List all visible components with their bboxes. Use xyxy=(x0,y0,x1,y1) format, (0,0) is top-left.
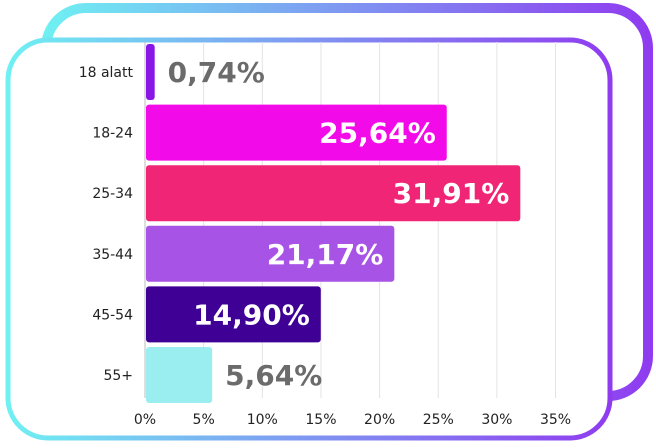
bar xyxy=(146,104,447,161)
x-tick-label: 5% xyxy=(193,412,215,428)
category-label: 18 alatt xyxy=(79,65,134,81)
value-label: 21,17% xyxy=(267,238,384,271)
value-label: 0,74% xyxy=(168,56,265,89)
value-label: 14,90% xyxy=(193,298,310,331)
x-tick-labels: 0% 5% 10% 15% 20% 25% 30% 35% xyxy=(134,412,571,428)
category-label: 18-24 xyxy=(92,126,133,142)
x-tick-label: 0% xyxy=(134,412,156,428)
bar xyxy=(146,165,521,222)
bar xyxy=(146,225,395,282)
x-tick-label: 35% xyxy=(540,412,571,428)
value-labels: 0,74% 25,64% 31,91% 21,17% 14,90% 5,64% xyxy=(168,56,510,392)
bar xyxy=(146,286,321,343)
value-label: 25,64% xyxy=(319,117,436,150)
category-label: 35-44 xyxy=(92,247,133,263)
bars xyxy=(146,44,521,403)
x-tick-label: 25% xyxy=(423,412,454,428)
x-tick-label: 20% xyxy=(364,412,395,428)
value-label: 31,91% xyxy=(393,177,510,210)
category-label: 45-54 xyxy=(92,307,133,323)
bar xyxy=(146,44,155,100)
x-tick-label: 10% xyxy=(247,412,278,428)
category-label: 25-34 xyxy=(92,186,133,202)
bar xyxy=(146,347,213,403)
category-labels: 18 alatt 18-24 25-34 35-44 45-54 55+ xyxy=(79,65,134,384)
x-tick-label: 30% xyxy=(481,412,512,428)
x-tick-label: 15% xyxy=(305,412,336,428)
category-label: 55+ xyxy=(103,368,133,384)
value-label: 5,64% xyxy=(225,359,322,392)
